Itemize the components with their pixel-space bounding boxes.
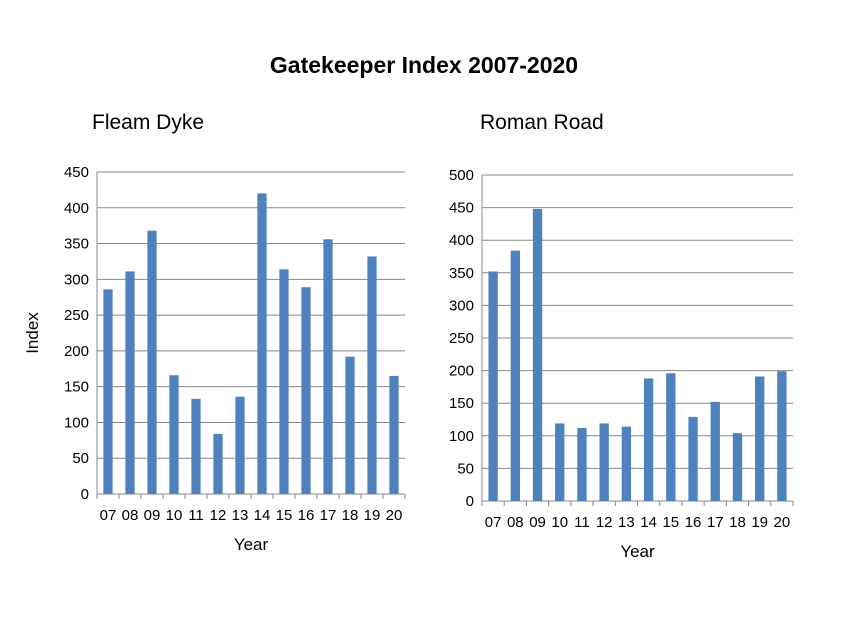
- x-tick-label: 14: [640, 514, 657, 531]
- x-tick-label: 18: [342, 507, 359, 524]
- y-tick-label: 50: [72, 450, 89, 467]
- y-axis-title: Index: [23, 312, 42, 354]
- bar-roman-road-13: [621, 426, 632, 501]
- y-tick-label: 100: [64, 414, 89, 431]
- bar-roman-road-17: [710, 401, 720, 501]
- y-tick-label: 150: [449, 395, 474, 412]
- y-tick-label: 450: [64, 164, 89, 181]
- bar-roman-road-08: [510, 250, 520, 501]
- x-tick-label: 17: [320, 507, 337, 524]
- bar-fleam-dyke-09: [147, 230, 157, 495]
- x-tick-label: 10: [551, 514, 568, 531]
- bar-roman-road-16: [688, 416, 698, 501]
- x-tick-label: 07: [485, 514, 502, 531]
- x-tick-label: 07: [100, 507, 117, 524]
- x-tick-label: 18: [729, 514, 746, 531]
- bar-fleam-dyke-16: [301, 287, 311, 494]
- bar-roman-road-10: [555, 423, 565, 501]
- bar-fleam-dyke-12: [213, 433, 223, 494]
- x-tick-label: 20: [774, 514, 791, 531]
- y-tick-label: 350: [449, 265, 474, 282]
- bar-roman-road-18: [732, 433, 743, 501]
- x-axis-title: Year: [234, 535, 269, 554]
- y-tick-label: 350: [64, 236, 89, 253]
- bar-fleam-dyke-11: [191, 398, 201, 494]
- x-tick-label: 09: [529, 514, 546, 531]
- bar-fleam-dyke-20: [389, 375, 399, 494]
- y-tick-label: 0: [466, 493, 474, 510]
- y-tick-label: 500: [449, 167, 474, 184]
- bar-roman-road-07: [488, 271, 498, 501]
- bar-fleam-dyke-07: [103, 289, 113, 494]
- x-tick-label: 08: [507, 514, 524, 531]
- y-tick-label: 0: [81, 486, 89, 503]
- chart-roman-road: 0 50 100 150 200 250 300 350 400 450 500 07 08 09 10 11…: [449, 167, 794, 561]
- bar-fleam-dyke-15: [279, 269, 289, 494]
- chart-fleam-dyke: 0 50 100 150 200 250 300 350 400 450 07 08 09 10 11 12 1…: [23, 164, 406, 554]
- y-tick-label: 300: [449, 297, 474, 314]
- y-tick-label: 300: [64, 271, 89, 288]
- x-tick-label: 12: [210, 507, 227, 524]
- bar-roman-road-09: [532, 208, 543, 502]
- bar-roman-road-15: [666, 373, 676, 501]
- y-tick-label: 250: [64, 307, 89, 324]
- chart-title-fleam-dyke: Fleam Dyke: [92, 111, 205, 134]
- bar-fleam-dyke-08: [125, 271, 135, 494]
- y-tick-label: 200: [449, 363, 474, 380]
- bar-fleam-dyke-18: [345, 356, 355, 494]
- x-tick-label: 19: [364, 507, 381, 524]
- page-title: Gatekeeper Index 2007-2020: [269, 52, 579, 78]
- y-tick-label: 150: [64, 379, 89, 396]
- bar-roman-road-12: [599, 423, 609, 501]
- x-tick-label: 16: [685, 514, 702, 531]
- bar-fleam-dyke-17: [323, 239, 333, 494]
- x-tick-label: 10: [166, 507, 183, 524]
- bar-roman-road-11: [577, 427, 587, 501]
- x-tick-label: 20: [386, 507, 403, 524]
- y-tick-label: 250: [449, 330, 474, 347]
- x-tick-label: 11: [188, 507, 204, 524]
- bar-fleam-dyke-13: [235, 396, 245, 494]
- bar-roman-road-14: [643, 378, 654, 501]
- bar-fleam-dyke-10: [169, 375, 179, 494]
- x-tick-label: 15: [276, 507, 293, 524]
- x-tick-label: 09: [144, 507, 161, 524]
- bar-roman-road-20: [777, 371, 787, 501]
- y-tick-label: 100: [449, 428, 474, 445]
- y-tick-label: 400: [64, 200, 89, 217]
- x-tick-label: 17: [707, 514, 724, 531]
- bar-fleam-dyke-19: [367, 256, 377, 494]
- x-tick-label: 15: [662, 514, 679, 531]
- x-tick-label: 16: [298, 507, 315, 524]
- y-tick-label: 450: [449, 200, 474, 217]
- y-tick-label: 400: [449, 232, 474, 249]
- chart-title-roman-road: Roman Road: [480, 111, 604, 134]
- x-tick-label: 12: [596, 514, 613, 531]
- bar-roman-road-19: [755, 376, 765, 501]
- y-tick-label: 50: [457, 460, 474, 477]
- y-tick-label: 200: [64, 343, 89, 360]
- x-tick-label: 19: [751, 514, 768, 531]
- x-tick-label: 14: [254, 507, 271, 524]
- x-tick-label: 13: [618, 514, 635, 531]
- x-axis-title: Year: [620, 542, 655, 561]
- x-tick-label: 08: [122, 507, 139, 524]
- x-tick-label: 13: [232, 507, 249, 524]
- x-tick-label: 11: [574, 514, 590, 531]
- bar-fleam-dyke-14: [257, 193, 267, 494]
